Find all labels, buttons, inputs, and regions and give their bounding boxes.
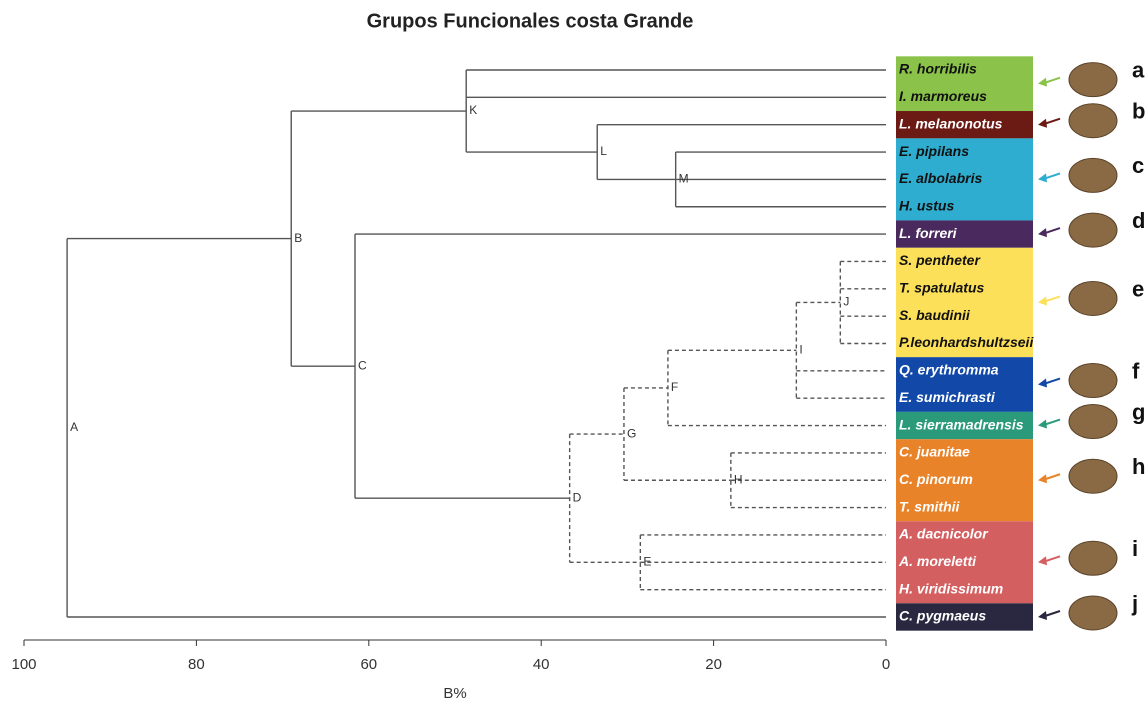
node-label: J — [843, 295, 849, 309]
arrow-head — [1038, 228, 1047, 237]
node-label: G — [627, 426, 636, 440]
node-label: L — [600, 144, 607, 158]
leaf-label: L. forreri — [899, 225, 958, 241]
node-label: I — [799, 343, 802, 357]
frog-image — [1069, 459, 1117, 493]
leaf-label: L. sierramadrensis — [899, 416, 1024, 432]
frog-image — [1069, 281, 1117, 315]
arrow-head — [1038, 611, 1047, 620]
group-letter: a — [1132, 57, 1145, 82]
x-tick-label: 20 — [705, 656, 722, 673]
leaf-label: L. melanonotus — [899, 115, 1003, 131]
x-tick-label: 0 — [882, 656, 890, 673]
leaf-label: C. pygmaeus — [899, 608, 986, 624]
x-tick-label: 100 — [11, 656, 36, 673]
node-label: H — [734, 472, 743, 486]
frog-image — [1069, 364, 1117, 398]
group-letter: b — [1132, 99, 1145, 124]
leaf-label: R. horribilis — [899, 61, 977, 77]
node-label: E — [643, 554, 651, 568]
leaf-label: C. pinorum — [899, 471, 973, 487]
chart: Grupos Funcionales costa Grande B% 100 80… — [0, 0, 1145, 708]
arrow-head — [1038, 420, 1047, 429]
arrow-head — [1038, 379, 1047, 388]
frog-image — [1069, 596, 1117, 630]
group-letter: d — [1132, 208, 1145, 233]
node-label: M — [679, 172, 689, 186]
x-tick-label: 80 — [188, 656, 205, 673]
arrow-head — [1038, 556, 1047, 565]
leaf-label: Q. erythromma — [899, 362, 999, 378]
node-label: F — [671, 380, 678, 394]
frog-image — [1069, 213, 1117, 247]
chart-title: Grupos Funcionales costa Grande — [367, 10, 694, 32]
leaf-label: A. dacnicolor — [898, 526, 989, 542]
leaf-label: I. marmoreus — [899, 88, 987, 104]
group-letter: c — [1132, 153, 1144, 178]
leaf-label: E. albolabris — [899, 170, 982, 186]
frog-image — [1069, 104, 1117, 138]
group-letter: e — [1132, 276, 1144, 301]
leaf-label: C. juanitae — [899, 444, 970, 460]
arrow-head — [1038, 173, 1047, 182]
group-letter: h — [1132, 454, 1145, 479]
group-letter: j — [1131, 591, 1138, 616]
node-label: B — [294, 231, 302, 245]
arrow-head — [1038, 119, 1047, 128]
leaf-label: A. moreletti — [898, 553, 977, 569]
frog-image — [1069, 158, 1117, 192]
group-letter: i — [1132, 536, 1138, 561]
x-axis-label: B% — [443, 685, 466, 702]
group-letter: f — [1132, 358, 1140, 383]
frog-image — [1069, 63, 1117, 97]
arrow-head — [1038, 78, 1047, 87]
node-label: D — [573, 490, 582, 504]
leaf-label: T. smithii — [899, 498, 961, 514]
leaf-label: P.leonhardshultzseii — [899, 334, 1034, 350]
leaf-label: E. sumichrasti — [899, 389, 996, 405]
leaf-label: T. spatulatus — [899, 280, 985, 296]
frog-image — [1069, 541, 1117, 575]
frog-image — [1069, 405, 1117, 439]
group-letter: g — [1132, 399, 1145, 424]
leaf-label: S. baudinii — [899, 307, 971, 323]
x-tick-label: 40 — [533, 656, 550, 673]
node-label: C — [358, 358, 367, 372]
arrow-head — [1038, 296, 1047, 305]
leaf-label: H. ustus — [899, 197, 954, 213]
arrow-head — [1038, 474, 1047, 483]
leaf-label: S. pentheter — [899, 252, 981, 268]
leaf-label: H. viridissimum — [899, 580, 1003, 596]
leaf-label: E. pipilans — [899, 143, 969, 159]
node-label: K — [469, 103, 477, 117]
x-tick-label: 60 — [360, 656, 377, 673]
node-label: A — [70, 420, 78, 434]
